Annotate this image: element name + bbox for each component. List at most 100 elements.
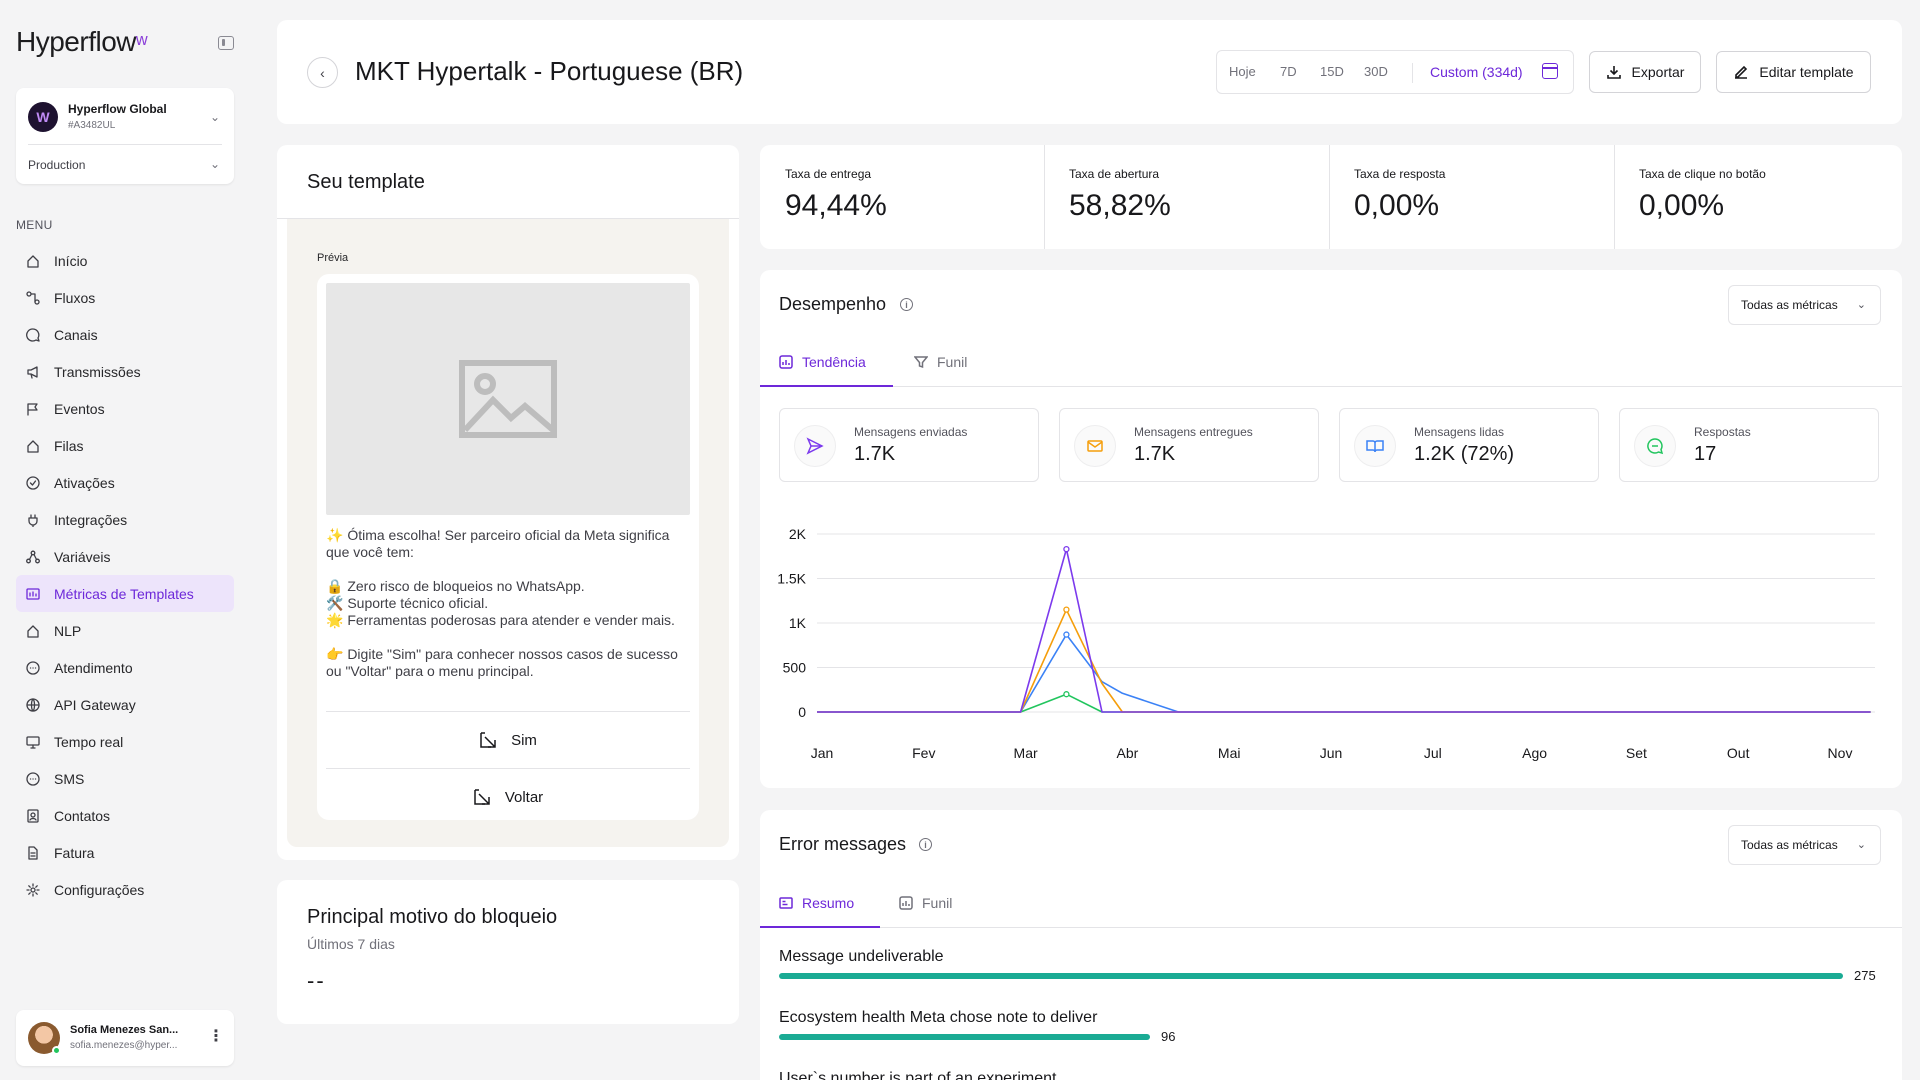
x-tick-label: Mar: [1014, 745, 1038, 761]
edit-template-label: Editar template: [1759, 64, 1854, 80]
error-messages-card: Error messages i Todas as métricas ⌄ Res…: [760, 810, 1902, 1080]
download-icon: [1606, 66, 1621, 79]
metric-label: Respostas: [1694, 425, 1751, 439]
metric-card-lidas: Mensagens lidas 1.2K (72%): [1339, 408, 1599, 482]
more-vertical-icon[interactable]: ⋮: [208, 1028, 224, 1045]
tab-label: Funil: [937, 354, 968, 370]
chevron-down-icon[interactable]: ⌄: [210, 157, 221, 171]
divider: [760, 386, 1902, 387]
sidebar-item-sms[interactable]: SMS: [16, 760, 234, 797]
error-bar: [779, 1034, 1150, 1040]
data-point: [1063, 691, 1070, 698]
info-icon[interactable]: i: [919, 838, 932, 851]
metric-label: Mensagens enviadas: [854, 425, 968, 439]
x-tick-label: Abr: [1117, 745, 1139, 761]
chevron-down-icon: ⌄: [1856, 299, 1866, 311]
tab-funil[interactable]: Funil: [899, 895, 952, 911]
chevron-down-icon[interactable]: ⌄: [210, 110, 221, 124]
y-tick-label: 1K: [789, 615, 807, 631]
info-icon[interactable]: i: [900, 298, 913, 311]
sidebar-item-integracoes[interactable]: Integrações: [16, 501, 234, 538]
y-tick-label: 1.5K: [777, 571, 806, 587]
error-bar: [779, 973, 1843, 979]
sidebar-item-nlp[interactable]: NLP: [16, 612, 234, 649]
chart-icon: [26, 587, 40, 601]
preview-label: Prévia: [317, 252, 349, 264]
sidebar-item-configuracoes[interactable]: Configurações: [16, 871, 234, 908]
tab-label: Resumo: [802, 895, 855, 911]
divider: [326, 711, 690, 712]
sidebar-item-filas[interactable]: Filas: [16, 427, 234, 464]
quick-reply-voltar-button[interactable]: Voltar: [326, 769, 690, 825]
sidebar: Hyperflowʷ W Hyperflow Global #A3482UL ⌄…: [0, 0, 252, 1080]
sidebar-item-label: Filas: [54, 437, 84, 454]
org-switcher[interactable]: W Hyperflow Global #A3482UL ⌄ Production…: [16, 88, 234, 184]
environment-select[interactable]: Production: [28, 158, 86, 172]
sidebar-item-atendimento[interactable]: Atendimento: [16, 649, 234, 686]
error-label: Ecosystem health Meta chose note to deli…: [779, 1009, 1098, 1026]
sidebar-item-contatos[interactable]: Contatos: [16, 797, 234, 834]
sidebar-collapse-icon[interactable]: [218, 36, 234, 50]
kpi-label: Taxa de entrega: [785, 167, 872, 181]
sidebar-item-fluxos[interactable]: Fluxos: [16, 279, 234, 316]
sidebar-item-label: Variáveis: [54, 548, 111, 565]
error-filter-select[interactable]: Todas as métricas ⌄: [1728, 825, 1881, 865]
series-line: [817, 633, 1871, 713]
range-15d[interactable]: 15D: [1320, 64, 1344, 79]
sidebar-item-label: Tempo real: [54, 733, 124, 750]
x-tick-label: Nov: [1828, 745, 1853, 761]
document-icon: [26, 845, 40, 860]
user-profile[interactable]: Sofia Menezes San... sofia.menezes@hyper…: [16, 1010, 234, 1066]
sidebar-item-variaveis[interactable]: Variáveis: [16, 538, 234, 575]
tab-resumo[interactable]: Resumo: [779, 895, 854, 911]
calendar-icon[interactable]: [1542, 63, 1558, 79]
range-30d[interactable]: 30D: [1364, 64, 1388, 79]
image-placeholder-icon: [326, 283, 690, 515]
metric-value: 1.2K (72%): [1414, 443, 1515, 465]
quick-reply-sim-button[interactable]: Sim: [326, 712, 690, 768]
org-id: #A3482UL: [68, 120, 116, 131]
sidebar-item-inicio[interactable]: Início: [16, 242, 234, 279]
sidebar-item-ativacoes[interactable]: Ativações: [16, 464, 234, 501]
error-count: 96: [1161, 1029, 1176, 1044]
error-label: Message undeliverable: [779, 948, 944, 965]
tab-funil[interactable]: Funil: [914, 354, 967, 370]
performance-title: Desempenho: [779, 294, 887, 314]
gear-icon: [26, 882, 40, 897]
message-line: 🔒 Zero risco de bloqueios no WhatsApp.: [326, 578, 585, 594]
sidebar-item-api-gateway[interactable]: API Gateway: [16, 686, 234, 723]
app-logo[interactable]: Hyperflowʷ: [16, 26, 148, 57]
sidebar-item-transmissoes[interactable]: Transmissões: [16, 353, 234, 390]
error-label: User`s number is part of an experiment: [779, 1070, 1057, 1080]
range-today[interactable]: Hoje: [1229, 64, 1256, 79]
range-7d[interactable]: 7D: [1280, 64, 1297, 79]
sidebar-item-canais[interactable]: Canais: [16, 316, 234, 353]
range-custom[interactable]: Custom (334d): [1430, 64, 1523, 80]
select-value: Todas as métricas: [1741, 298, 1838, 312]
edit-template-button[interactable]: Editar template: [1716, 51, 1871, 93]
date-range-selector: Hoje 7D 15D 30D Custom (334d): [1216, 50, 1574, 94]
series-line: [817, 693, 1871, 713]
plug-icon: [26, 513, 40, 527]
sidebar-item-label: Fatura: [54, 844, 95, 861]
sidebar-item-eventos[interactable]: Eventos: [16, 390, 234, 427]
select-value: Todas as métricas: [1741, 838, 1838, 852]
export-button[interactable]: Exportar: [1589, 51, 1701, 93]
pencil-icon: [1735, 65, 1748, 79]
template-title: Seu template: [307, 171, 425, 193]
tab-tendencia[interactable]: Tendência: [779, 354, 866, 370]
tab-label: Funil: [922, 895, 953, 911]
org-name: Hyperflow Global: [68, 102, 167, 116]
contacts-icon: [26, 808, 40, 823]
metrics-filter-select[interactable]: Todas as métricas ⌄: [1728, 285, 1881, 325]
funnel-icon: [914, 356, 928, 369]
page-title: MKT Hypertalk - Portuguese (BR): [355, 56, 744, 86]
back-button[interactable]: ‹: [307, 57, 338, 88]
block-reason-title: Principal motivo do bloqueio: [307, 906, 558, 928]
sidebar-item-label: Fluxos: [54, 289, 96, 306]
sidebar-item-metricas-de-templates[interactable]: Métricas de Templates: [16, 575, 234, 612]
sidebar-item-tempo-real[interactable]: Tempo real: [16, 723, 234, 760]
reply-arrow-icon: [480, 732, 496, 748]
sidebar-item-fatura[interactable]: Fatura: [16, 834, 234, 871]
x-tick-label: Ago: [1522, 745, 1547, 761]
